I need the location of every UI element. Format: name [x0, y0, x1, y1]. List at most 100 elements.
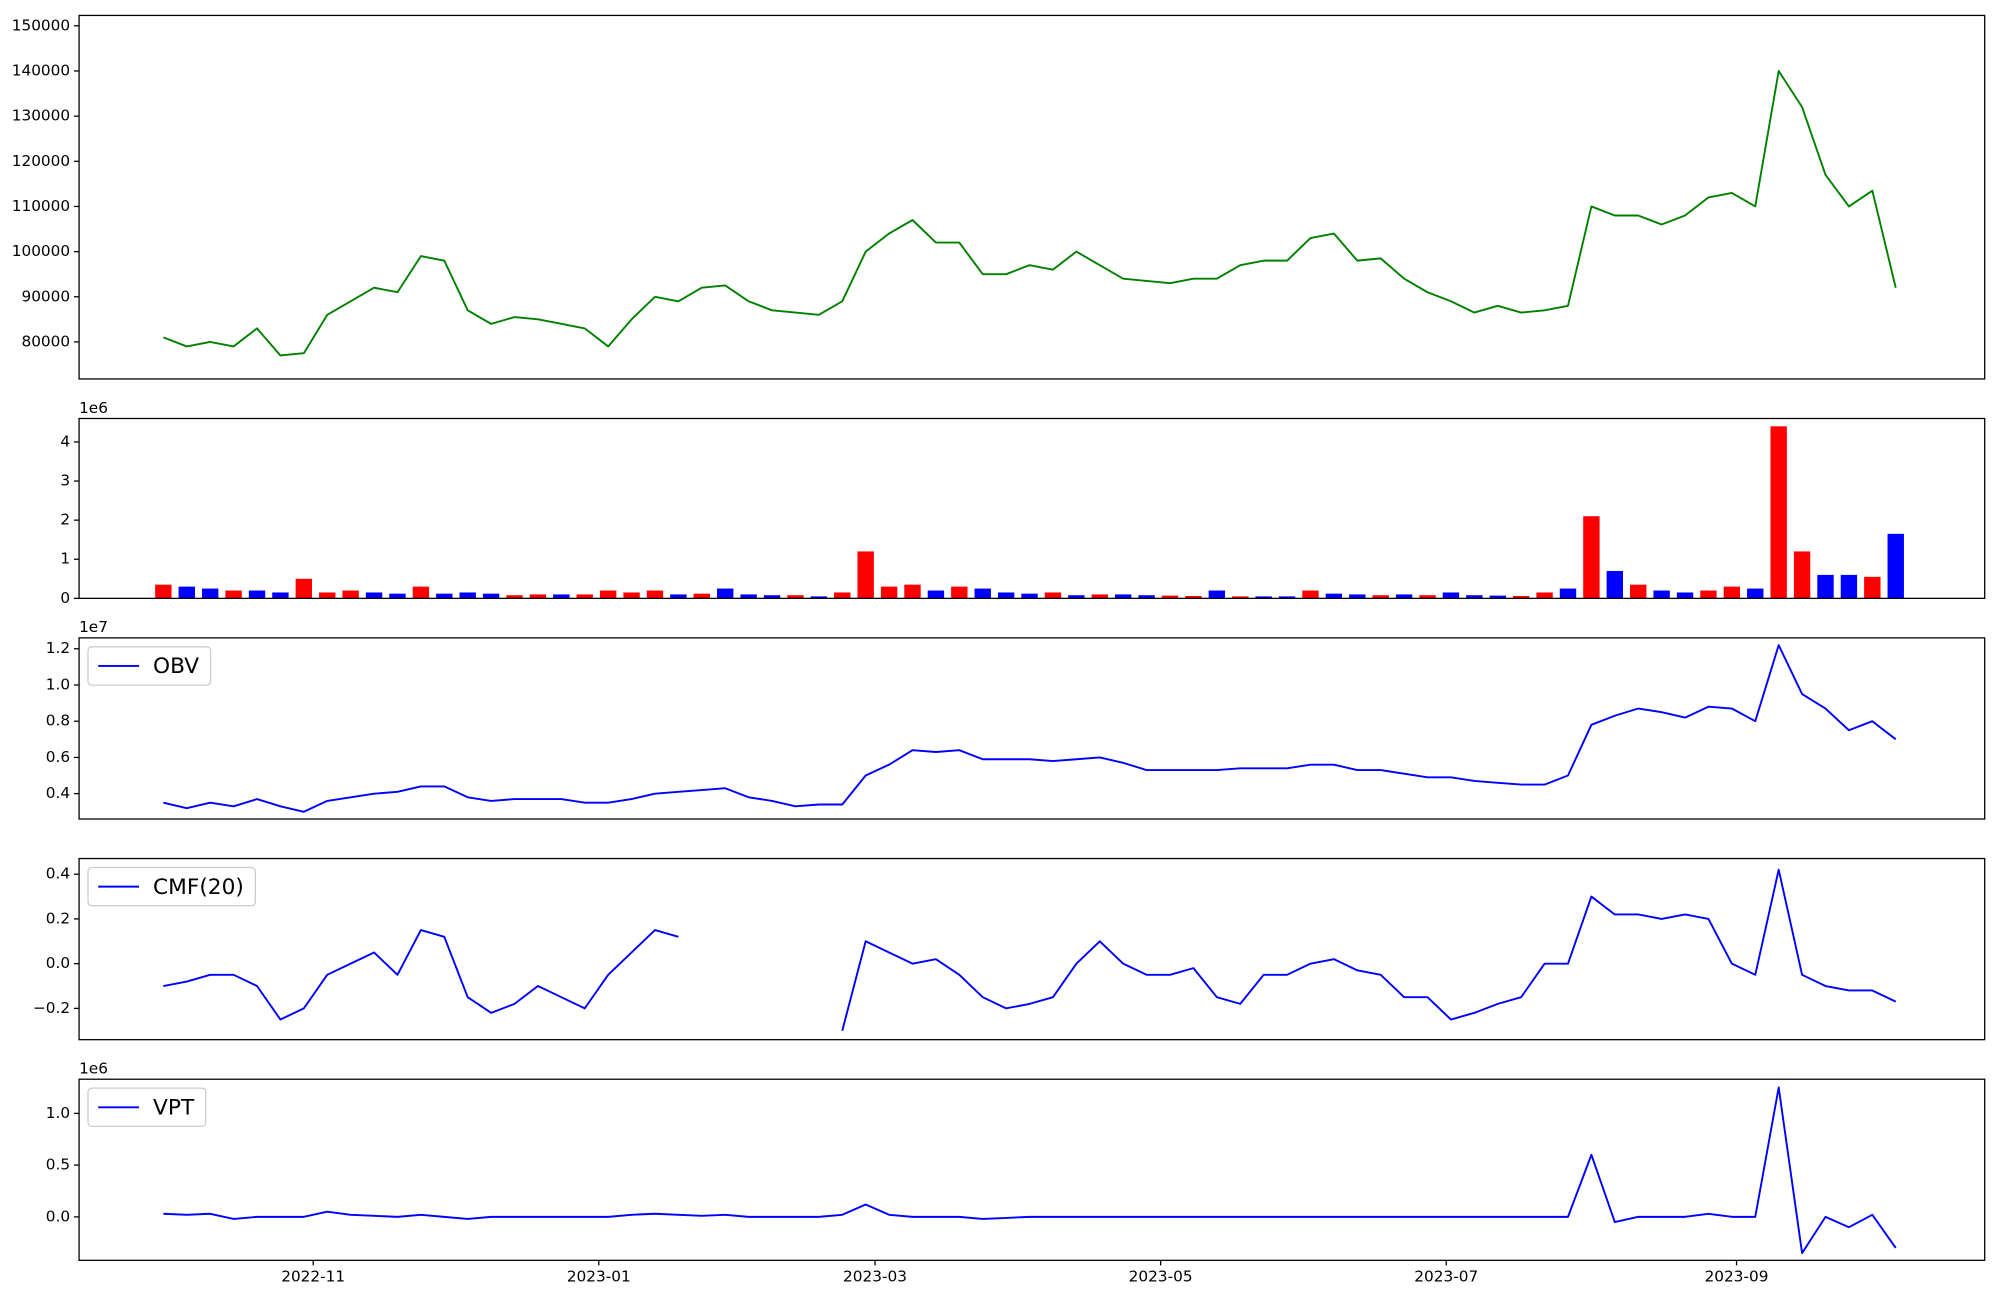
y-tick-label: 0.4 [46, 784, 70, 802]
volume-bar [1700, 590, 1717, 599]
volume-bar [1372, 595, 1389, 599]
volume-bar [1536, 592, 1553, 599]
volume-bar [599, 590, 617, 599]
offset-label: 1e7 [79, 618, 108, 636]
volume-bar [1676, 592, 1694, 599]
axes-frame [78, 417, 1986, 599]
y-tick-label: 0 [60, 589, 70, 607]
volume-bar [857, 551, 874, 599]
volume-bar [1630, 584, 1647, 599]
volume-bar [248, 590, 266, 599]
y-tick-label: 150000 [12, 16, 70, 34]
volume-bar [225, 590, 242, 599]
y-tick-label: 1.0 [46, 675, 70, 693]
volume-bar [1138, 595, 1155, 599]
volume-bar [553, 594, 570, 599]
volume-bar [1559, 588, 1577, 599]
y-tick-label: 130000 [12, 107, 70, 125]
y-tick-label: 140000 [12, 61, 70, 79]
y-tick-label: 0.8 [46, 712, 70, 730]
y-tick-label: 90000 [21, 287, 70, 305]
volume-bar [1419, 595, 1436, 599]
legend-box [87, 646, 212, 686]
volume-bar [576, 594, 593, 599]
y-tick-label: 120000 [12, 152, 70, 170]
y-tick-label: 0.4 [46, 865, 70, 883]
y-tick-label: 0.0 [46, 1207, 70, 1225]
axes-frame [78, 14, 1986, 380]
volume-bar [717, 588, 734, 599]
volume-bar [1349, 594, 1366, 599]
volume-bar [810, 596, 828, 599]
axes-frame [78, 637, 1986, 820]
volume-bar [880, 586, 898, 599]
volume-bar [1817, 574, 1834, 599]
volume-bar [693, 593, 710, 599]
x-tick-label: 2023-01 [567, 1267, 631, 1285]
volume-bar [295, 578, 313, 599]
y-tick-label: 4 [60, 432, 70, 450]
volume-bar [1395, 594, 1413, 599]
volume-bar [951, 586, 968, 599]
volume-bar [389, 593, 406, 599]
volume-bar [1723, 586, 1741, 599]
volume-bar [1325, 593, 1343, 599]
volume-bar [506, 595, 523, 599]
volume-bar [1021, 593, 1038, 599]
x-tick-label: 2023-03 [843, 1267, 907, 1285]
legend-label: VPT [153, 1096, 195, 1121]
x-tick-label: 2022-11 [281, 1267, 345, 1285]
y-tick-label: 0.0 [46, 954, 70, 972]
y-tick-label: 1 [60, 550, 70, 568]
y-tick-label: 80000 [21, 332, 70, 350]
volume-bar [1068, 595, 1085, 599]
y-tick-label: 0.5 [46, 1156, 70, 1174]
volume-bar [412, 586, 430, 599]
x-tick-label: 2023-09 [1705, 1267, 1769, 1285]
volume-bar [997, 592, 1015, 599]
volume-bar [1653, 590, 1670, 599]
volume-bar [1091, 594, 1108, 599]
volume-bar [1864, 576, 1881, 599]
offset-label: 1e6 [79, 1060, 108, 1078]
volume-bar [623, 592, 640, 599]
volume-bar [904, 584, 921, 599]
volume-bar [1489, 595, 1506, 599]
volume-bar [201, 588, 219, 599]
offset-label: 1e6 [79, 399, 108, 417]
volume-bar [787, 595, 804, 599]
volume-bar [1302, 590, 1319, 599]
legend-label: CMF(20) [153, 875, 244, 900]
legend-box [87, 866, 256, 907]
volume-bar [436, 593, 453, 599]
volume-bar [529, 594, 547, 599]
volume-bar [1161, 595, 1179, 599]
volume-bar [1044, 592, 1062, 599]
volume-bar [459, 592, 476, 599]
volume-bar [670, 594, 687, 599]
volume-bar [740, 594, 757, 599]
volume-bar [1512, 595, 1530, 599]
volume-bar [1793, 551, 1811, 599]
x-tick-label: 2023-05 [1129, 1267, 1193, 1285]
y-tick-label: 1.2 [46, 639, 70, 657]
volume-bar [927, 590, 945, 599]
volume-bar [1255, 596, 1272, 599]
y-tick-label: 0.6 [46, 748, 70, 766]
volume-bar [272, 592, 289, 599]
volume-bar [365, 592, 383, 599]
volume-bar [974, 588, 991, 599]
volume-bar [482, 593, 500, 599]
volume-bar [1747, 588, 1764, 599]
y-tick-label: 2 [60, 511, 70, 529]
volume-bar [834, 592, 851, 599]
axes-frame [78, 1078, 1986, 1261]
axes-frame [78, 857, 1986, 1041]
volume-bar [763, 595, 781, 599]
legend-label: OBV [153, 654, 199, 679]
volume-bar [1208, 590, 1226, 599]
volume-bar [646, 590, 664, 599]
volume-bar [1887, 533, 1904, 599]
volume-bar [1606, 570, 1624, 599]
